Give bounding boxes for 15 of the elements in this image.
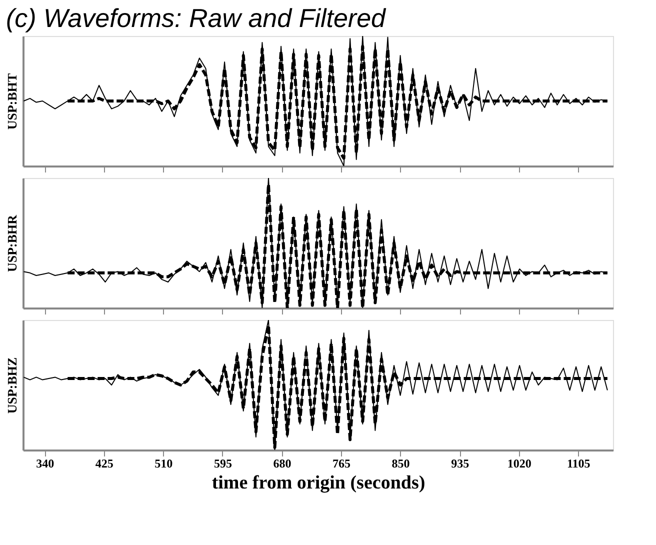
y-axis-title: USP:BHZ xyxy=(4,357,20,414)
y-axis-title: USP:BHT xyxy=(4,73,20,130)
x-tick-label: 340 xyxy=(36,456,54,470)
x-tick-label: 1020 xyxy=(507,456,532,470)
x-tick-label: 935 xyxy=(451,456,470,470)
x-tick-label: 1105 xyxy=(566,456,590,470)
chart-title: (c) Waveforms: Raw and Filtered xyxy=(6,3,388,33)
x-tick-label: 510 xyxy=(154,456,173,470)
x-axis-title: time from origin (seconds) xyxy=(212,472,426,494)
y-axis-title: USP:BHR xyxy=(4,214,20,272)
x-tick-label: 765 xyxy=(332,456,351,470)
x-tick-label: 680 xyxy=(273,456,292,470)
x-tick-label: 850 xyxy=(392,456,410,470)
x-tick-label: 425 xyxy=(95,456,114,470)
x-tick-label: 595 xyxy=(214,456,232,470)
